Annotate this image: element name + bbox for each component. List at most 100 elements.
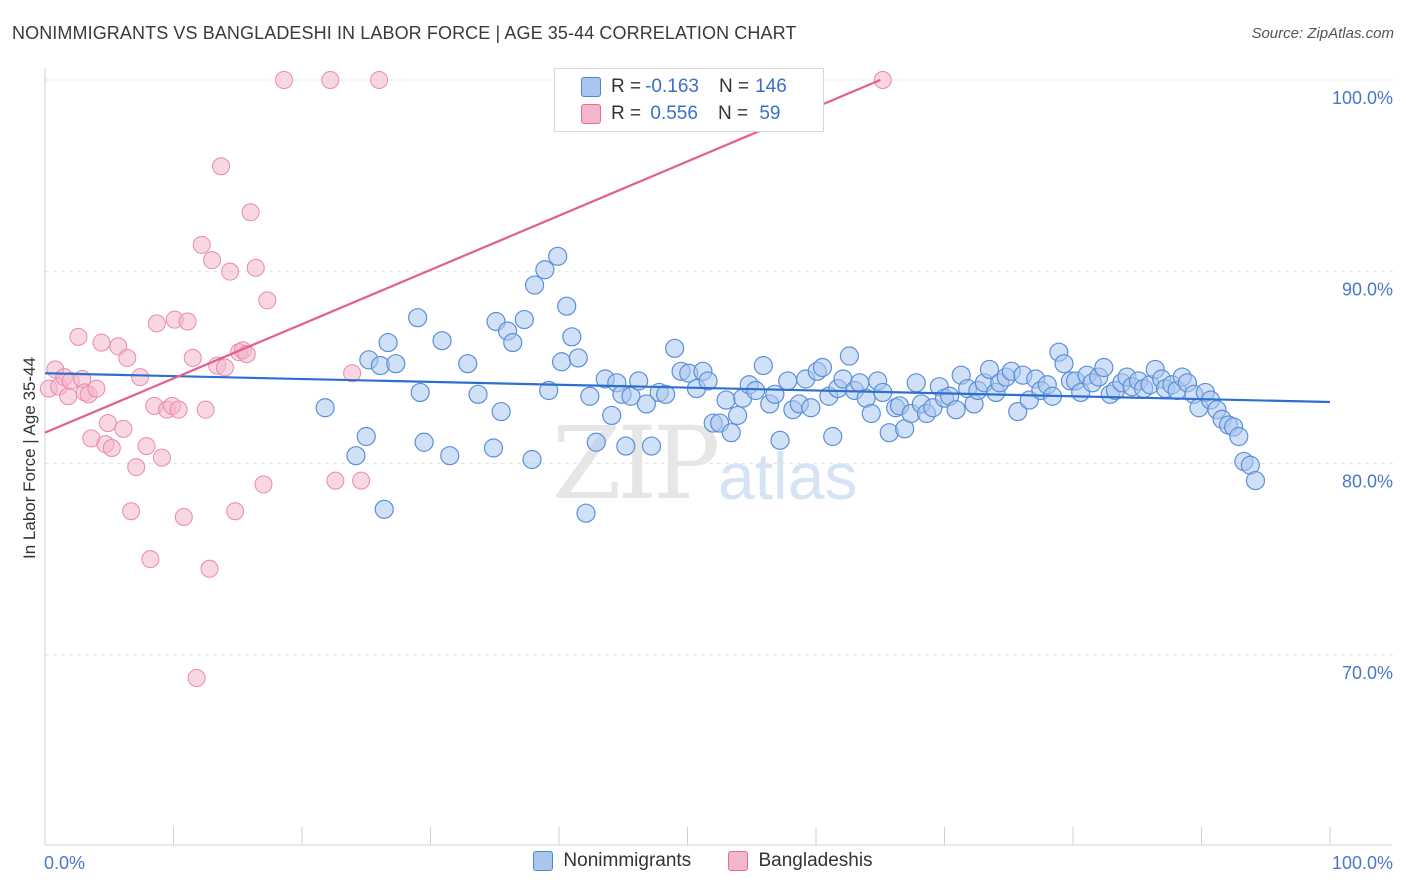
chart-title: NONIMMIGRANTS VS BANGLADESHI IN LABOR FO… <box>12 23 797 43</box>
legend-item-bangladeshis[interactable]: Bangladeshis <box>728 850 873 872</box>
r-label: R = <box>611 76 642 97</box>
bangladeshis-point <box>196 400 215 419</box>
nonimmigrants-point <box>602 405 622 426</box>
n-label: N = <box>717 103 749 124</box>
n-value: 59 <box>754 103 781 124</box>
nonimmigrants-point <box>1054 354 1074 374</box>
stats-row-bangladeshis: R = 0.556 N = 59 <box>581 101 780 127</box>
nonimmigrants-point <box>468 384 488 404</box>
nonimmigrants-trend-line <box>44 372 1331 404</box>
bangladeshis-point <box>127 458 146 477</box>
legend-item-nonimmigrants[interactable]: Nonimmigrants <box>533 850 691 872</box>
nonimmigrants-swatch <box>581 77 601 97</box>
bangladeshis-point <box>192 235 211 254</box>
legend-label-nonimmigrants: Nonimmigrants <box>563 850 692 871</box>
tick-labels: 70.0% 80.0% 90.0% 100.0% 0.0% 100.0% <box>44 88 1393 873</box>
bangladeshis-point <box>174 508 193 526</box>
nonimmigrants-point <box>483 438 504 458</box>
bangladeshis-legend-swatch <box>728 851 749 871</box>
x-tick-label: 100.0% <box>1332 853 1393 873</box>
nonimmigrants-point <box>812 357 833 378</box>
nonimmigrants-point <box>503 332 523 353</box>
nonimmigrants-point <box>524 275 545 295</box>
nonimmigrants-legend-swatch <box>533 851 554 871</box>
nonimmigrants-point <box>315 398 335 418</box>
nonimmigrants-point <box>576 503 596 523</box>
bangladeshis-point <box>141 550 160 569</box>
nonimmigrants-point <box>410 382 430 403</box>
bottom-legend: Nonimmigrants Bangladeshis <box>0 850 1406 877</box>
bangladeshis-point <box>152 448 171 467</box>
nonimmigrants-point <box>346 446 366 466</box>
nonimmigrants-point <box>979 359 1000 380</box>
stats-legend: R = -0.163 N = 146 R = 0.556 N = 59 <box>554 68 824 132</box>
nonimmigrants-point <box>778 371 798 391</box>
nonimmigrants-point <box>551 352 572 372</box>
nonimmigrants-point <box>374 499 394 519</box>
bangladeshis-point <box>215 358 234 377</box>
bangladeshis-point <box>326 471 345 490</box>
legend-label-bangladeshis: Bangladeshis <box>758 850 873 871</box>
bangladeshis-point <box>59 387 78 406</box>
bangladeshis-point <box>137 437 156 456</box>
nonimmigrants-point <box>458 354 478 374</box>
bangladeshis-point <box>873 71 892 89</box>
bangladeshis-point <box>200 559 219 578</box>
bangladeshis-point <box>147 314 166 333</box>
nonimmigrants-point <box>557 296 577 316</box>
n-value: 146 <box>755 76 787 97</box>
y-tick-label: 80.0% <box>1342 471 1393 491</box>
nonimmigrants-point <box>770 430 790 450</box>
nonimmigrants-point <box>746 380 766 401</box>
bangladeshis-point <box>187 669 206 687</box>
bangladeshis-point <box>114 419 133 438</box>
bangladeshis-point <box>122 502 141 521</box>
nonimmigrants-point <box>861 403 881 424</box>
nonimmigrants-point <box>823 426 843 447</box>
bangladeshis-point <box>203 251 222 270</box>
nonimmigrants-point <box>539 380 559 401</box>
nonimmigrants-point <box>522 449 542 470</box>
bangladeshis-point <box>212 157 231 176</box>
bangladeshis-trend-line <box>44 78 881 434</box>
bangladeshis-point <box>69 327 88 346</box>
x-tick-label: 0.0% <box>44 853 85 873</box>
y-axis-label: In Labor Force | Age 35-44 <box>20 357 39 559</box>
bangladeshis-point <box>87 379 106 398</box>
r-label: R = <box>611 103 642 124</box>
y-tick-label: 100.0% <box>1332 88 1393 108</box>
axes <box>44 68 1392 846</box>
y-tick-label: 90.0% <box>1342 280 1393 300</box>
watermark-atlas: atlas <box>718 439 858 513</box>
bangladeshis-point <box>241 203 260 222</box>
nonimmigrants-point <box>514 309 534 330</box>
nonimmigrants-point <box>414 432 434 452</box>
nonimmigrants-point <box>491 401 511 422</box>
y-tick-label: 70.0% <box>1342 663 1393 683</box>
nonimmigrants-point <box>580 386 600 406</box>
bangladeshis-point <box>352 471 371 490</box>
nonimmigrants-point <box>386 354 406 374</box>
bangladeshis-point <box>102 439 121 457</box>
trend-lines <box>44 78 1331 434</box>
bangladeshis-point <box>258 291 277 310</box>
bangladeshis-point <box>178 312 197 331</box>
bangladeshis-point <box>183 348 202 367</box>
nonimmigrants-point <box>698 371 718 391</box>
nonimmigrants-point <box>1008 401 1028 422</box>
bangladeshis-point <box>118 348 137 367</box>
gridlines <box>45 79 1395 656</box>
nonimmigrants-point <box>408 308 428 328</box>
stats-row-nonimmigrants: R = -0.163 N = 146 <box>581 74 787 100</box>
nonimmigrants-point <box>586 432 606 452</box>
nonimmigrants-point <box>641 436 662 456</box>
bangladeshis-point <box>98 414 117 433</box>
nonimmigrants-point <box>656 384 676 404</box>
nonimmigrants-point <box>716 390 736 410</box>
watermark-zip: ZIP <box>552 405 720 522</box>
nonimmigrants-point <box>765 384 785 404</box>
nonimmigrants-point <box>721 423 741 443</box>
nonimmigrants-point <box>440 446 460 466</box>
nonimmigrants-point <box>636 394 656 414</box>
